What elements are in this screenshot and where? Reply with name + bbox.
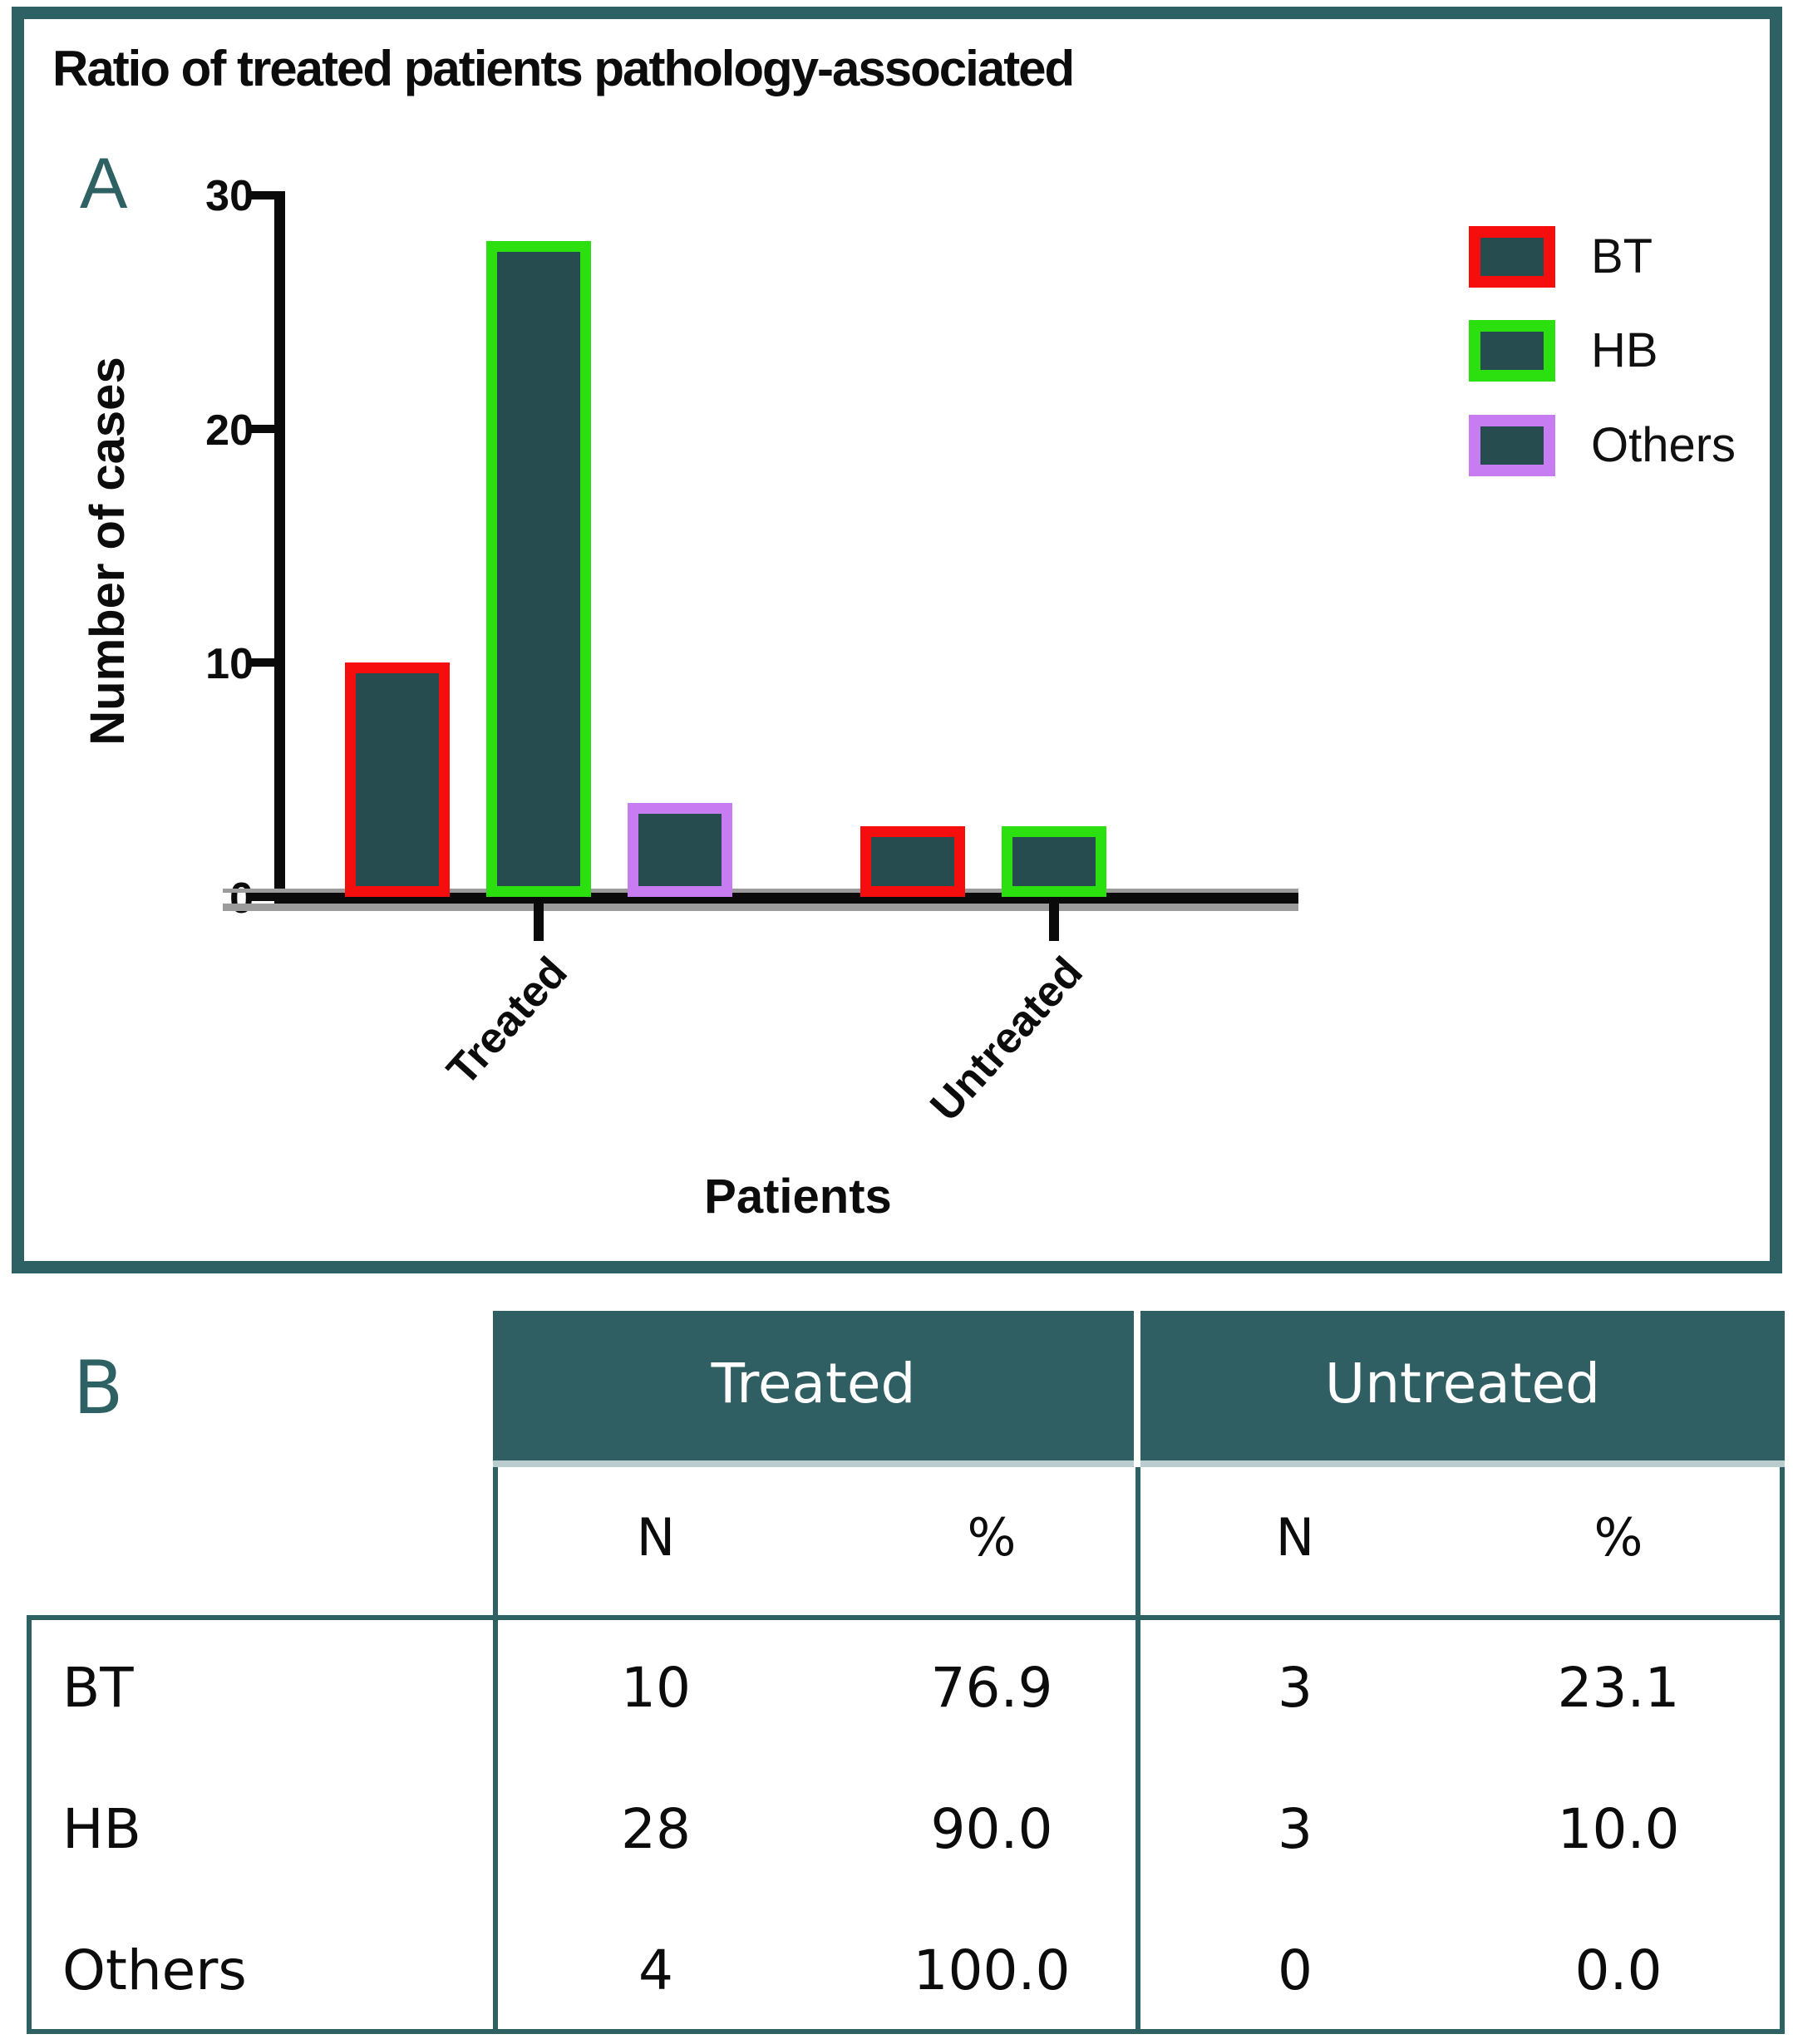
legend-swatch-others — [1469, 415, 1555, 476]
legend-label-others: Others — [1591, 418, 1736, 472]
bar-hb-treated — [486, 241, 591, 897]
legend-label-hb: HB — [1591, 323, 1658, 377]
y-tick-label-20: 20 — [205, 406, 254, 455]
chart-title: Ratio of treated patients pathology-asso… — [52, 41, 1075, 96]
subheader-treated-n: N — [636, 1507, 676, 1568]
cell-bt-untreated-pct: 23.1 — [1557, 1656, 1680, 1720]
y-tick-label-30: 30 — [205, 172, 254, 220]
cell-others-untreated-n: 0 — [1278, 1938, 1313, 2002]
cell-hb-treated-n: 28 — [621, 1797, 691, 1861]
table-header-treated: Treated — [493, 1311, 1134, 1467]
row-label-bt: BT — [62, 1656, 134, 1720]
y-tick-mark-10 — [250, 658, 276, 667]
cell-hb-untreated-pct: 10.0 — [1557, 1797, 1680, 1861]
subheader-untreated-n: N — [1275, 1507, 1315, 1568]
cell-hb-untreated-n: 3 — [1278, 1797, 1313, 1861]
cell-others-treated-pct: 100.0 — [913, 1938, 1071, 2002]
bar-others-treated — [628, 803, 732, 897]
table-body-border — [27, 1615, 1785, 2034]
subheader-treated-pct: % — [967, 1507, 1017, 1568]
legend-swatch-hb — [1469, 320, 1555, 382]
x-tick-treated — [534, 904, 544, 941]
bar-bt-treated — [345, 662, 450, 897]
y-tick-label-10: 10 — [205, 640, 254, 688]
y-tick-mark-30 — [250, 191, 276, 199]
table-vline-left-group — [493, 1467, 498, 2034]
y-tick-mark-20 — [250, 425, 276, 433]
x-axis-label: Patients — [704, 1170, 892, 1224]
legend-swatch-bt — [1469, 226, 1555, 288]
y-axis-line — [274, 191, 285, 904]
row-label-hb: HB — [62, 1797, 141, 1861]
cell-bt-treated-n: 10 — [621, 1656, 691, 1720]
cell-bt-untreated-n: 3 — [1278, 1656, 1313, 1720]
y-axis-label: Number of cases — [81, 357, 135, 746]
table-vline-right-edge — [1780, 1467, 1785, 1615]
bar-hb-untreated — [1002, 826, 1106, 897]
table-header-untreated: Untreated — [1140, 1311, 1785, 1467]
x-axis-shadow-top — [223, 889, 1298, 893]
x-axis-shadow — [223, 904, 1298, 911]
panel-a-frame — [12, 7, 1782, 1273]
cell-others-treated-n: 4 — [638, 1938, 673, 2002]
row-label-others: Others — [62, 1938, 247, 2002]
bar-bt-untreated — [860, 826, 965, 897]
legend-label-bt: BT — [1591, 229, 1653, 283]
cell-bt-treated-pct: 76.9 — [930, 1656, 1053, 1720]
cell-hb-treated-pct: 90.0 — [930, 1797, 1053, 1861]
y-tick-mark-0 — [250, 893, 276, 901]
table-vline-mid-group — [1135, 1467, 1140, 2034]
x-tick-untreated — [1049, 904, 1059, 941]
y-tick-label-0: 0 — [229, 874, 254, 923]
panel-a-label: A — [80, 144, 128, 224]
cell-others-untreated-pct: 0.0 — [1574, 1938, 1662, 2002]
panel-b-label: B — [73, 1345, 124, 1431]
subheader-untreated-pct: % — [1594, 1507, 1643, 1568]
